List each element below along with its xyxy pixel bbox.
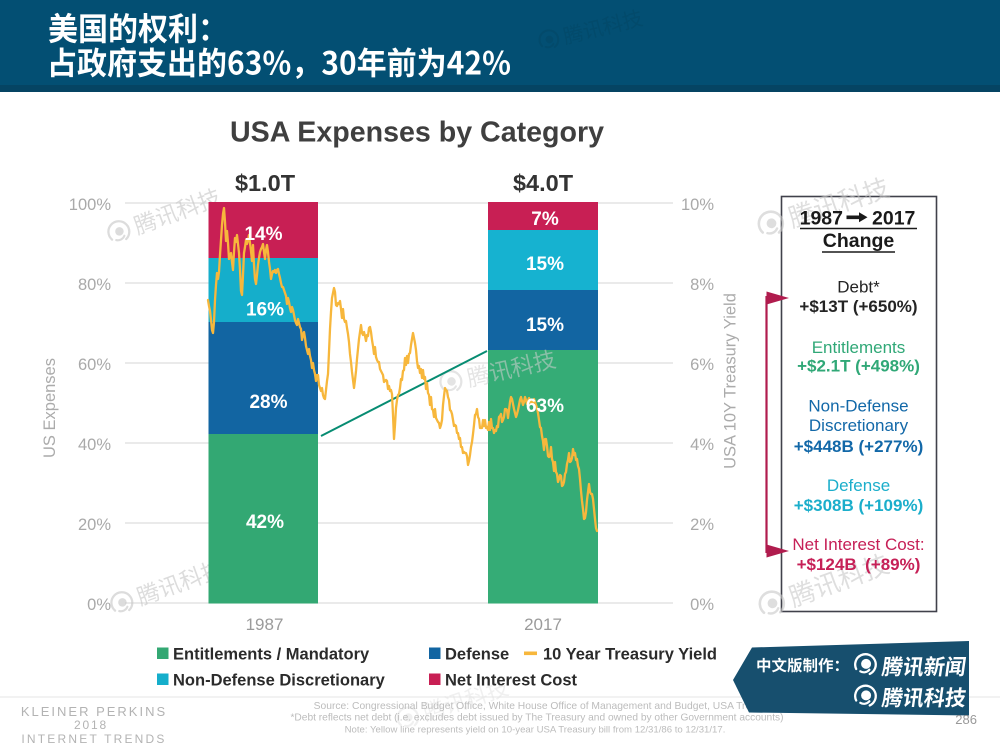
svg-text:USA 10Y Treasury Yield: USA 10Y Treasury Yield <box>722 293 740 469</box>
svg-text:1987: 1987 <box>246 615 284 634</box>
svg-text:80%: 80% <box>78 276 111 294</box>
svg-text:+$448B (+277%): +$448B (+277%) <box>794 437 923 456</box>
svg-text:7%: 7% <box>531 209 559 230</box>
svg-text:16%: 16% <box>246 300 284 321</box>
svg-text:10 Year Treasury Yield: 10 Year Treasury Yield <box>543 646 717 664</box>
svg-text:15%: 15% <box>526 254 564 275</box>
svg-text:1987: 1987 <box>800 208 843 230</box>
svg-text:+$124B (+89%): +$124B (+89%) <box>797 555 921 574</box>
svg-text:2018: 2018 <box>74 718 108 732</box>
svg-text:42%: 42% <box>246 512 284 533</box>
svg-text:2017: 2017 <box>872 208 915 230</box>
svg-text:Defense: Defense <box>445 646 509 664</box>
svg-text:Entitlements / Mandatory: Entitlements / Mandatory <box>173 646 370 664</box>
svg-text:2017: 2017 <box>524 615 562 634</box>
svg-text:63%: 63% <box>526 396 564 417</box>
svg-text:Note: Yellow line represents y: Note: Yellow line represents yield on 10… <box>345 725 726 736</box>
svg-text:2%: 2% <box>690 516 714 534</box>
svg-text:*Debt reflects net debt (i.e.: *Debt reflects net debt (i.e. excludes d… <box>290 713 783 724</box>
svg-text:USA Expenses by Category: USA Expenses by Category <box>230 117 604 149</box>
svg-text:+$13T (+650%): +$13T (+650%) <box>799 297 917 316</box>
svg-text:+$2.1T (+498%): +$2.1T (+498%) <box>797 357 920 376</box>
svg-text:KLEINER PERKINS: KLEINER PERKINS <box>21 704 167 719</box>
svg-text:6%: 6% <box>690 356 714 374</box>
svg-text:Non-Defense Discretionary: Non-Defense Discretionary <box>173 672 386 690</box>
svg-text:8%: 8% <box>690 276 714 294</box>
svg-text:Debt*: Debt* <box>837 278 880 297</box>
svg-text:15%: 15% <box>526 315 564 336</box>
svg-text:40%: 40% <box>78 436 111 454</box>
svg-text:Non-Defense: Non-Defense <box>808 397 908 416</box>
svg-text:Net Interest Cost:: Net Interest Cost: <box>792 535 924 554</box>
svg-text:$4.0T: $4.0T <box>513 170 574 196</box>
svg-text:14%: 14% <box>244 224 282 245</box>
svg-text:20%: 20% <box>78 516 111 534</box>
svg-text:Change: Change <box>823 230 895 252</box>
svg-text:$1.0T: $1.0T <box>235 170 296 196</box>
svg-text:Net Interest Cost: Net Interest Cost <box>445 672 578 690</box>
svg-text:286: 286 <box>955 712 977 727</box>
svg-text:Defense: Defense <box>827 476 890 495</box>
svg-text:Entitlements: Entitlements <box>812 338 906 357</box>
svg-text:+$308B (+109%): +$308B (+109%) <box>794 496 923 515</box>
svg-text:4%: 4% <box>690 436 714 454</box>
svg-text:0%: 0% <box>87 596 111 614</box>
svg-text:Source: Congressional Budget O: Source: Congressional Budget Office, Whi… <box>314 701 778 712</box>
svg-text:Discretionary: Discretionary <box>809 416 909 435</box>
svg-text:100%: 100% <box>69 196 112 214</box>
svg-text:US Expenses: US Expenses <box>41 358 59 458</box>
svg-text:0%: 0% <box>690 596 714 614</box>
svg-text:10%: 10% <box>681 196 714 214</box>
svg-text:28%: 28% <box>249 392 287 413</box>
svg-text:INTERNET TRENDS: INTERNET TRENDS <box>21 732 166 746</box>
svg-text:60%: 60% <box>78 356 111 374</box>
